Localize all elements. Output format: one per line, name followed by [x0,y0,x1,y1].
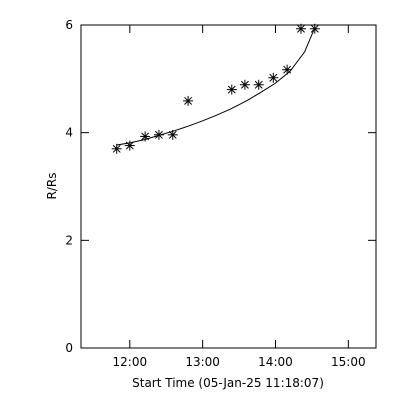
x-axis-label: Start Time (05-Jan-25 11:18:07) [132,376,324,390]
point [167,129,178,140]
point [309,23,320,34]
y-tick-label: 2 [65,233,73,247]
point [253,79,264,90]
x-tick-label: 14:00 [258,355,293,369]
point [268,72,279,83]
point [183,95,194,106]
point [153,129,164,140]
x-tick-label: 15:00 [331,355,366,369]
point [295,23,306,34]
x-tick-label: 12:00 [113,355,148,369]
point [226,84,237,95]
point [140,131,151,142]
fit-line [116,27,316,146]
y-tick-label: 6 [65,18,73,32]
y-tick-label: 0 [65,341,73,355]
x-tick-label: 13:00 [185,355,220,369]
point [111,143,122,154]
plot-frame [80,24,377,349]
y-tick-label: 4 [65,126,73,140]
y-axis-label: R/Rs [45,173,59,200]
point [239,79,250,90]
point [124,140,135,151]
point [282,64,293,75]
